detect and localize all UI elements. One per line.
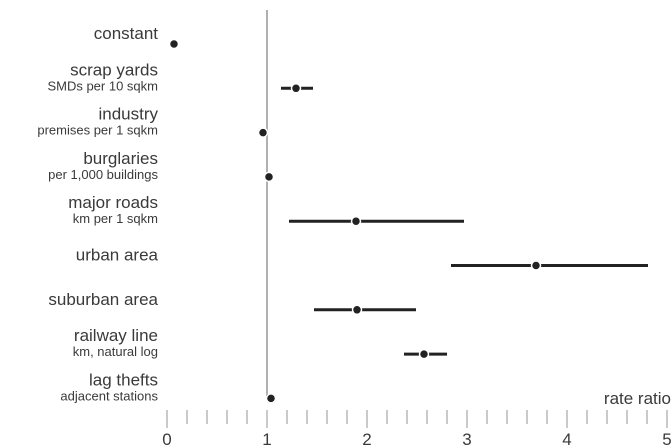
- point-estimate: [263, 171, 275, 183]
- row-sublabel: SMDs per 10 sqkm: [47, 78, 158, 93]
- x-axis: rate ratio 0 1 2 3 4 5: [162, 389, 671, 447]
- point-estimate: [265, 393, 277, 404]
- row-label: constant: [94, 24, 159, 43]
- point-estimate: [290, 83, 302, 94]
- row-label: lag thefts: [89, 370, 158, 389]
- row-label: major roads: [68, 193, 158, 212]
- point-estimate: [257, 127, 269, 138]
- point-estimate: [530, 260, 542, 271]
- point-estimate: [418, 348, 430, 360]
- row-sublabel: adjacent stations: [60, 388, 158, 403]
- row-label: burglaries: [83, 149, 158, 168]
- tick-label: 5: [662, 430, 671, 447]
- tick-label: 4: [562, 430, 571, 447]
- row-label: suburban area: [48, 290, 158, 309]
- row-label: industry: [98, 105, 158, 124]
- tick-label: 3: [462, 430, 471, 447]
- row-sublabel: premises per 1 sqkm: [37, 123, 158, 138]
- tick-label: 2: [362, 430, 371, 447]
- point-estimate: [168, 38, 180, 50]
- row-label: urban area: [76, 246, 159, 265]
- x-axis-title: rate ratio: [604, 389, 671, 408]
- point-estimate: [351, 304, 363, 316]
- point-estimate: [350, 215, 362, 227]
- row-label: railway line: [74, 326, 158, 345]
- tick-label: 0: [162, 430, 171, 447]
- row-sublabel: km per 1 sqkm: [73, 211, 158, 226]
- tick-label: 1: [262, 430, 271, 447]
- row-label: scrap yards: [70, 60, 158, 79]
- row-sublabel: km, natural log: [73, 344, 158, 359]
- row-sublabel: per 1,000 buildings: [48, 167, 158, 182]
